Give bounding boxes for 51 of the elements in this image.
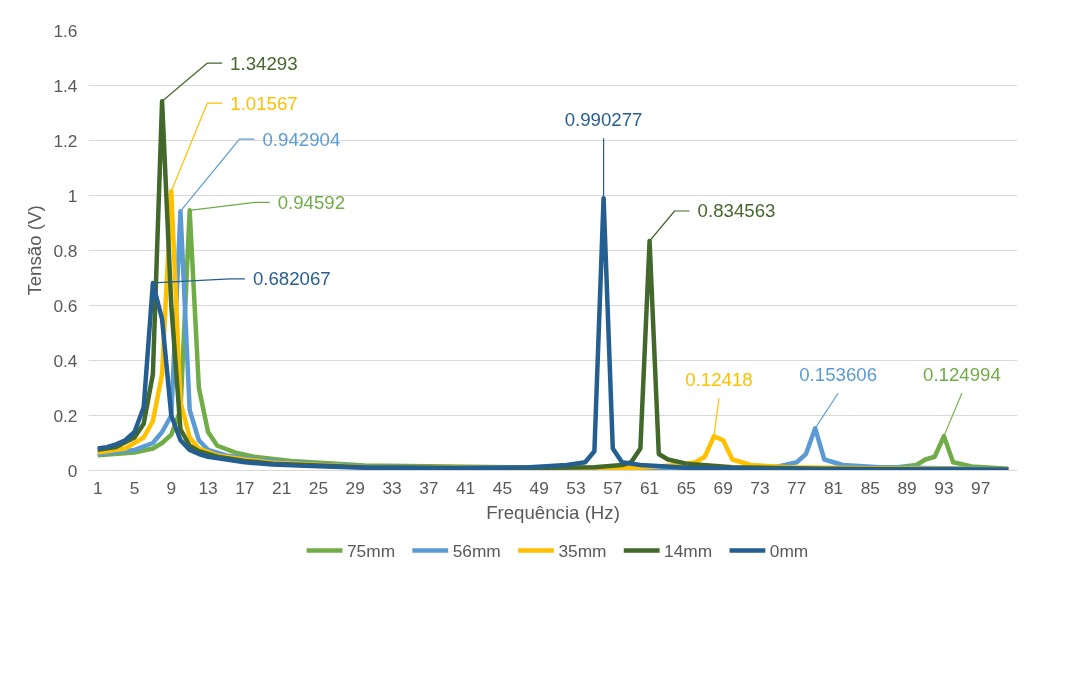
x-tick-label: 85 xyxy=(860,477,880,498)
x-tick-label: 1 xyxy=(92,477,103,498)
x-tick-label: 9 xyxy=(166,477,177,498)
data-label: 0.94592 xyxy=(277,191,346,213)
y-axis-title: Tensão (V) xyxy=(24,205,46,296)
x-tick-label: 5 xyxy=(129,477,140,498)
y-tick-label: 0.6 xyxy=(53,295,78,316)
x-tick-label: 89 xyxy=(897,477,917,498)
y-tick-label: 1.2 xyxy=(53,130,78,151)
data-label: 0.990277 xyxy=(564,109,643,131)
data-label: 1.01567 xyxy=(230,92,298,114)
x-tick-label: 17 xyxy=(235,477,255,498)
y-tick-label: 1.4 xyxy=(53,75,78,96)
legend-label: 56mm xyxy=(452,540,501,561)
x-tick-label: 61 xyxy=(639,477,660,498)
legend-label: 14mm xyxy=(664,540,713,561)
y-tick-label: 1.6 xyxy=(53,20,78,41)
x-tick-label: 97 xyxy=(971,477,991,498)
legend-label: 0mm xyxy=(769,540,809,561)
x-tick-label: 65 xyxy=(676,477,697,498)
data-label: 0.153606 xyxy=(799,364,878,386)
x-axis-title: Frequência (Hz) xyxy=(486,501,620,523)
data-label: 0.942904 xyxy=(262,128,341,150)
data-label: 0.124994 xyxy=(923,364,1001,386)
x-tick-label: 37 xyxy=(419,477,439,498)
legend-label: 75mm xyxy=(346,540,396,561)
legend-label: 35mm xyxy=(558,540,607,561)
x-tick-label: 49 xyxy=(529,477,549,498)
x-tick-label: 93 xyxy=(934,477,954,498)
x-tick-label: 13 xyxy=(198,477,218,498)
data-label: 1.34293 xyxy=(230,52,298,74)
x-tick-label: 81 xyxy=(823,477,844,498)
x-tick-label: 21 xyxy=(272,477,292,498)
x-tick-label: 53 xyxy=(566,477,586,498)
data-label: 0.834563 xyxy=(697,200,776,222)
y-tick-label: 0 xyxy=(67,460,78,481)
x-tick-label: 57 xyxy=(603,477,623,498)
x-tick-label: 73 xyxy=(750,477,770,498)
y-tick-label: 1 xyxy=(67,185,78,206)
x-tick-label: 69 xyxy=(713,477,733,498)
y-tick-label: 0.4 xyxy=(53,350,78,371)
x-tick-label: 29 xyxy=(345,477,365,498)
x-tick-label: 45 xyxy=(492,477,513,498)
y-tick-label: 0.8 xyxy=(53,240,78,261)
y-tick-label: 0.2 xyxy=(53,405,78,426)
data-label: 0.12418 xyxy=(685,369,753,391)
x-tick-label: 41 xyxy=(455,477,476,498)
x-tick-label: 33 xyxy=(382,477,402,498)
x-tick-label: 25 xyxy=(308,477,329,498)
data-label: 0.682067 xyxy=(252,268,331,290)
x-tick-label: 77 xyxy=(787,477,807,498)
